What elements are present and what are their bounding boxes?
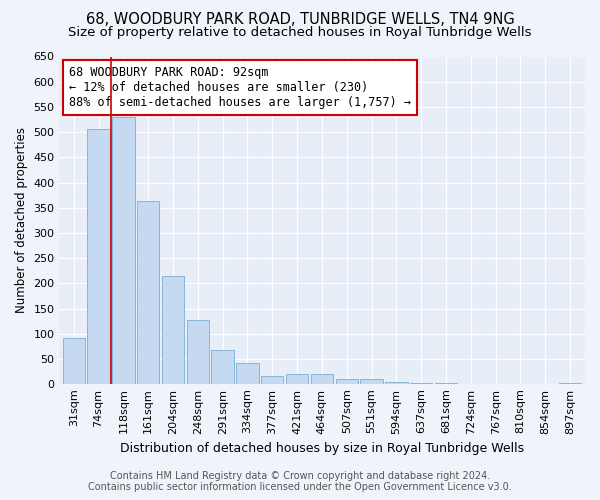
Bar — [559, 383, 581, 384]
Bar — [335, 379, 358, 384]
X-axis label: Distribution of detached houses by size in Royal Tunbridge Wells: Distribution of detached houses by size … — [120, 442, 524, 455]
Bar — [361, 380, 383, 384]
Text: Contains HM Land Registry data © Crown copyright and database right 2024.
Contai: Contains HM Land Registry data © Crown c… — [88, 471, 512, 492]
Text: Size of property relative to detached houses in Royal Tunbridge Wells: Size of property relative to detached ho… — [68, 26, 532, 39]
Text: 68 WOODBURY PARK ROAD: 92sqm
← 12% of detached houses are smaller (230)
88% of s: 68 WOODBURY PARK ROAD: 92sqm ← 12% of de… — [70, 66, 412, 110]
Bar — [187, 320, 209, 384]
Bar — [261, 376, 283, 384]
Bar — [137, 202, 160, 384]
Bar — [88, 128, 110, 384]
Bar — [286, 374, 308, 384]
Bar — [62, 338, 85, 384]
Text: 68, WOODBURY PARK ROAD, TUNBRIDGE WELLS, TN4 9NG: 68, WOODBURY PARK ROAD, TUNBRIDGE WELLS,… — [86, 12, 514, 28]
Y-axis label: Number of detached properties: Number of detached properties — [15, 128, 28, 314]
Bar — [162, 276, 184, 384]
Bar — [385, 382, 407, 384]
Bar — [211, 350, 234, 384]
Bar — [112, 117, 134, 384]
Bar — [311, 374, 333, 384]
Bar — [236, 363, 259, 384]
